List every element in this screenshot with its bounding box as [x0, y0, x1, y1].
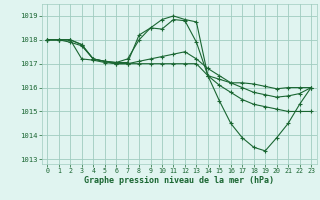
X-axis label: Graphe pression niveau de la mer (hPa): Graphe pression niveau de la mer (hPa)	[84, 176, 274, 185]
